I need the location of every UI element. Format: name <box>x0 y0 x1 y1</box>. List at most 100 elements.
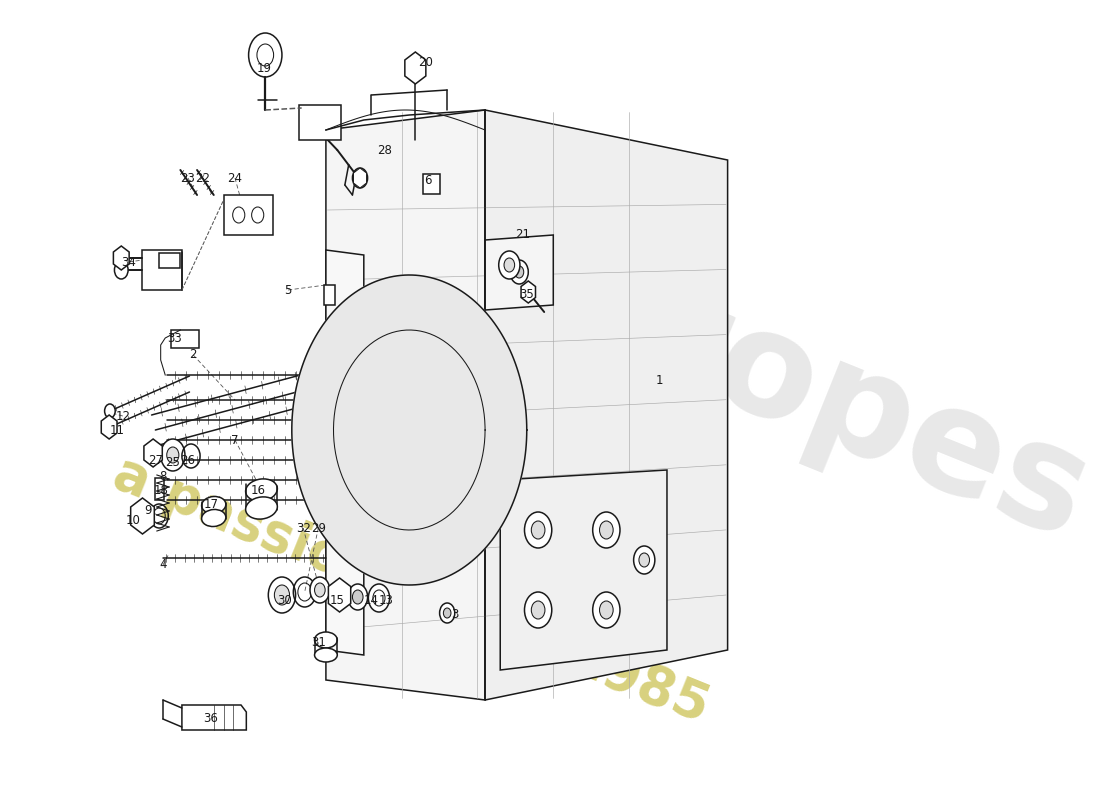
Polygon shape <box>485 235 553 310</box>
Ellipse shape <box>201 510 225 526</box>
Text: 15: 15 <box>330 594 344 606</box>
Polygon shape <box>182 705 246 730</box>
Text: a passion  since 1985: a passion since 1985 <box>106 446 717 734</box>
Text: 17: 17 <box>204 498 218 511</box>
Text: 6: 6 <box>425 174 432 186</box>
Polygon shape <box>113 246 129 270</box>
Circle shape <box>233 207 245 223</box>
Circle shape <box>504 258 515 272</box>
Circle shape <box>167 447 179 463</box>
Circle shape <box>310 577 330 603</box>
Text: 36: 36 <box>204 711 218 725</box>
Text: 20: 20 <box>418 55 433 69</box>
Text: 29: 29 <box>311 522 326 534</box>
Text: 7: 7 <box>231 434 239 446</box>
Polygon shape <box>521 281 536 303</box>
Text: 11: 11 <box>110 423 125 437</box>
Text: 1: 1 <box>656 374 663 386</box>
Text: 10: 10 <box>126 514 141 526</box>
Text: europes: europes <box>440 190 1100 570</box>
Bar <box>155 478 165 500</box>
Circle shape <box>525 592 552 628</box>
Circle shape <box>114 261 128 279</box>
Text: 27: 27 <box>147 454 163 466</box>
Text: 26: 26 <box>180 454 196 466</box>
Circle shape <box>252 207 264 223</box>
Circle shape <box>332 585 348 605</box>
Polygon shape <box>326 110 485 700</box>
Circle shape <box>161 439 185 471</box>
Bar <box>299 105 341 140</box>
Text: 28: 28 <box>377 143 393 157</box>
Circle shape <box>593 592 620 628</box>
Circle shape <box>139 511 146 521</box>
Text: 5: 5 <box>284 283 292 297</box>
Circle shape <box>525 512 552 548</box>
Circle shape <box>352 590 363 604</box>
Polygon shape <box>223 195 273 235</box>
Text: 31: 31 <box>311 635 326 649</box>
Ellipse shape <box>201 497 225 514</box>
Circle shape <box>634 546 654 574</box>
Ellipse shape <box>315 632 338 648</box>
Circle shape <box>257 44 274 66</box>
Bar <box>170 330 199 348</box>
Circle shape <box>498 251 520 279</box>
Circle shape <box>274 585 289 605</box>
Text: 9: 9 <box>144 503 152 517</box>
Circle shape <box>600 601 613 619</box>
Circle shape <box>593 512 620 548</box>
Polygon shape <box>353 168 366 188</box>
Circle shape <box>348 584 367 610</box>
Text: 30: 30 <box>277 594 292 606</box>
Text: 33: 33 <box>167 331 182 345</box>
Circle shape <box>440 603 454 623</box>
Text: 2: 2 <box>189 349 197 362</box>
Circle shape <box>510 260 528 284</box>
Text: 23: 23 <box>180 171 196 185</box>
Ellipse shape <box>245 479 277 501</box>
Text: 18: 18 <box>153 483 168 497</box>
Text: 21: 21 <box>516 229 530 242</box>
Circle shape <box>600 521 613 539</box>
Polygon shape <box>131 498 154 534</box>
Text: 16: 16 <box>250 483 265 497</box>
Circle shape <box>135 506 150 526</box>
Text: 19: 19 <box>256 62 272 74</box>
Text: 3: 3 <box>451 609 459 622</box>
Text: 32: 32 <box>296 522 310 534</box>
Ellipse shape <box>245 497 277 519</box>
Polygon shape <box>144 439 163 467</box>
Ellipse shape <box>315 648 338 662</box>
Text: 8: 8 <box>160 470 166 483</box>
Text: 22: 22 <box>196 171 210 185</box>
Bar <box>324 285 336 305</box>
Polygon shape <box>292 275 527 585</box>
Circle shape <box>268 577 296 613</box>
Text: 24: 24 <box>228 171 242 185</box>
Circle shape <box>368 584 389 612</box>
Polygon shape <box>329 578 351 612</box>
Circle shape <box>147 445 160 461</box>
Bar <box>422 174 440 194</box>
Text: 4: 4 <box>160 558 167 571</box>
Circle shape <box>104 404 116 418</box>
Polygon shape <box>500 470 667 670</box>
Polygon shape <box>101 415 117 439</box>
Circle shape <box>639 553 649 567</box>
Text: 35: 35 <box>519 289 535 302</box>
Polygon shape <box>326 250 364 655</box>
Polygon shape <box>405 52 426 84</box>
Circle shape <box>531 601 544 619</box>
Circle shape <box>315 583 326 597</box>
Text: 13: 13 <box>379 594 394 606</box>
Text: 25: 25 <box>165 455 180 469</box>
Polygon shape <box>485 110 727 700</box>
Bar <box>143 250 182 290</box>
Text: 14: 14 <box>364 594 378 606</box>
Circle shape <box>443 608 451 618</box>
Text: 12: 12 <box>116 410 130 422</box>
Circle shape <box>515 266 524 278</box>
Bar <box>160 253 180 268</box>
Circle shape <box>531 521 544 539</box>
